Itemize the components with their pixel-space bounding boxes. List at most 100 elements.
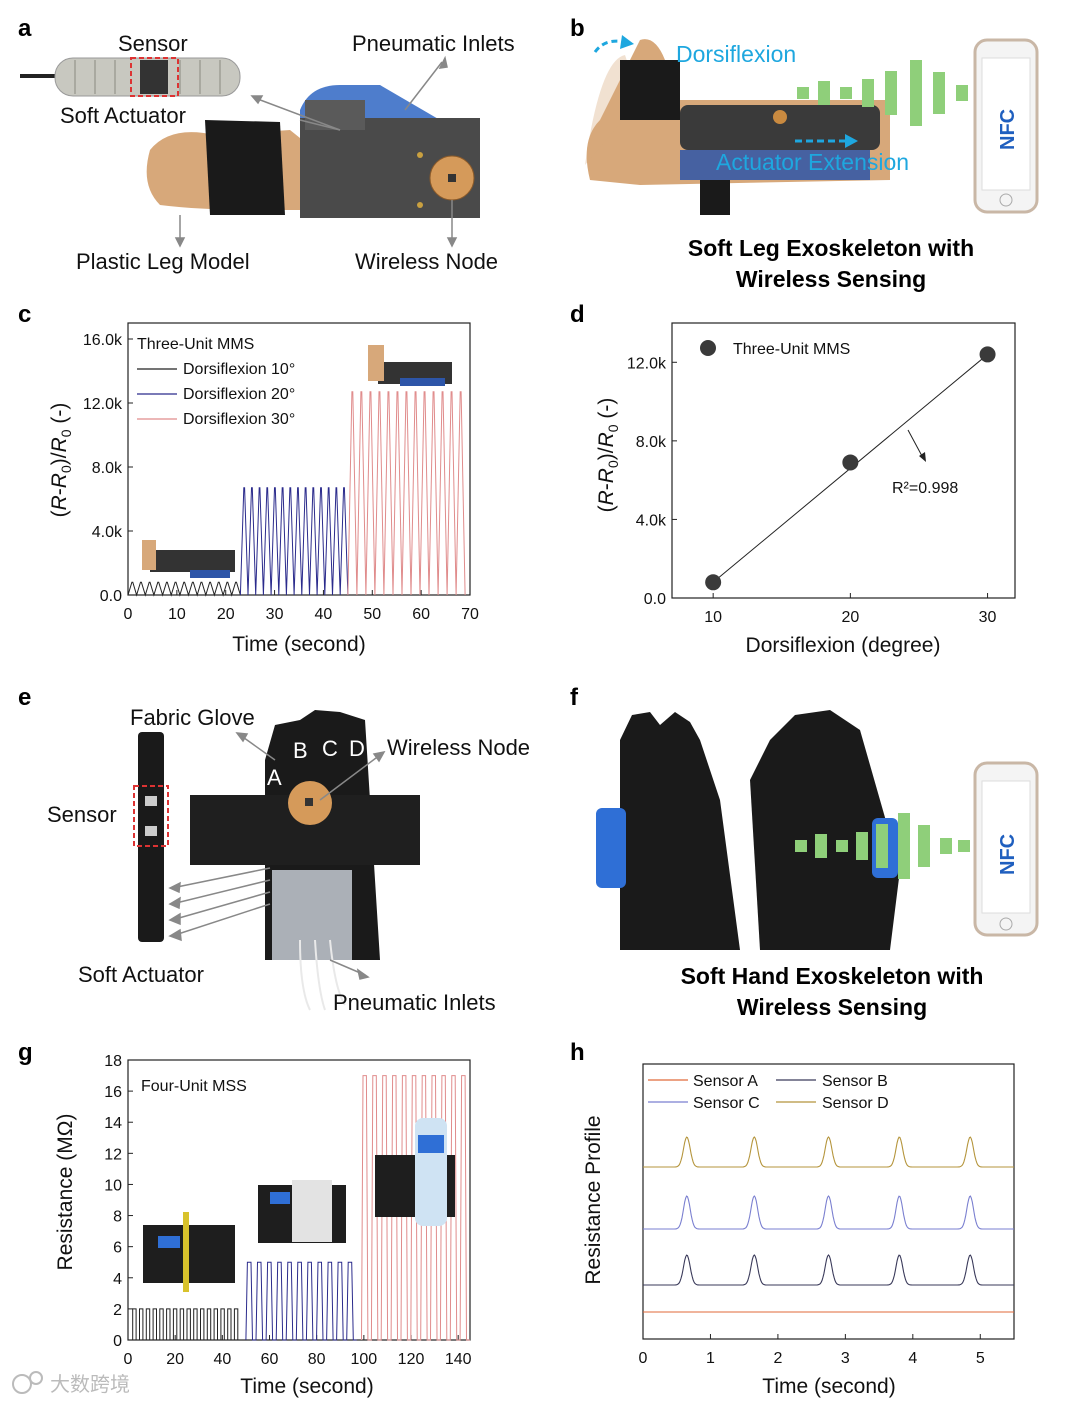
y-tick-label: 8	[113, 1209, 122, 1226]
chart-h-series-sensor-d	[643, 1136, 1014, 1168]
leg-actuator-housing	[680, 105, 880, 150]
panel-e-photo: A B C D	[133, 710, 420, 1011]
chart-c-legend-3: Dorsiflexion 30°	[183, 411, 295, 428]
x-tick-label: 60	[412, 606, 430, 623]
panel-f-title-line1: Soft Hand Exoskeleton with	[681, 963, 984, 989]
watermark: 大数跨境	[12, 1371, 130, 1396]
y-tick-label: 18	[104, 1053, 122, 1070]
chart-h-legend-d: Sensor D	[822, 1095, 889, 1112]
pneumatic-tubes	[299, 939, 346, 1011]
panel-b-photo: NFC	[585, 35, 1039, 215]
x-tick-label: 20	[841, 609, 859, 626]
wireless-node-chip-b	[773, 110, 787, 124]
panel-label-c: c	[18, 301, 31, 328]
inset-leg-icon-low	[142, 540, 235, 578]
nfc-label-b: NFC	[997, 109, 1019, 150]
nfc-signal-bars-b	[797, 60, 968, 126]
nfc-signal-bars-f	[795, 813, 970, 879]
chart-h-legend-b: Sensor B	[822, 1073, 888, 1090]
x-tick-label: 10	[168, 606, 186, 623]
chart-h-series-sensor-b	[643, 1254, 1014, 1286]
glove-left-actuator	[596, 808, 626, 888]
chart-d-ylabel: (R-R0)/R0 (-)	[595, 398, 621, 513]
foot-strap	[620, 60, 680, 120]
chart-d-legend-marker	[700, 340, 716, 356]
inset-glove-screwdriver	[143, 1212, 235, 1292]
x-tick-label: 20	[166, 1351, 184, 1368]
chart-c: 0 10 20 30 40 50 60 70 0.0 4.0k 8.0k 12.0k 16.0k (R-…	[48, 322, 479, 656]
x-tick-label: 0	[124, 606, 133, 623]
finger-label-c: C	[322, 736, 338, 761]
chart-d: 10 20 30 0.0 4.0k 8.0k 12.0k (R-R0)/R0 (-) Dor…	[595, 322, 1016, 657]
y-tick-label: 0	[113, 1333, 122, 1350]
chart-d-annotation: R²=0.998	[892, 480, 958, 497]
x-tick-label: 20	[217, 606, 235, 623]
label-wireless-node-e: Wireless Node	[387, 735, 530, 760]
x-tick-label: 5	[976, 1350, 985, 1367]
y-tick-label: 0.0	[644, 591, 666, 608]
y-tick-label: 16	[104, 1084, 122, 1101]
chart-g-legend-title: Four-Unit MSS	[141, 1078, 247, 1095]
label-soft-actuator-e: Soft Actuator	[78, 962, 204, 987]
panel-a-photo	[20, 55, 480, 248]
chart-h-legend-a: Sensor A	[693, 1073, 758, 1090]
chart-c-legend-1: Dorsiflexion 10°	[183, 361, 295, 378]
chart-c-frame	[127, 322, 471, 596]
y-tick-label: 8.0k	[92, 460, 123, 477]
panel-f-photo: NFC	[596, 710, 1039, 950]
chart-c-series-1	[127, 581, 241, 597]
label-soft-actuator-a: Soft Actuator	[60, 103, 186, 128]
x-tick-label: 60	[261, 1351, 279, 1368]
chart-g-frame	[127, 1059, 471, 1341]
chart-h-xlabel: Time (second)	[762, 1375, 895, 1398]
panel-label-g: g	[18, 1039, 33, 1066]
watermark-logo-icon	[12, 1374, 32, 1394]
y-tick-label: 0.0	[100, 588, 122, 605]
x-tick-label: 80	[308, 1351, 326, 1368]
label-sensor-a: Sensor	[118, 31, 188, 56]
y-tick-label: 4	[113, 1271, 122, 1288]
label-pneumatic-inlets-a: Pneumatic Inlets	[352, 31, 515, 56]
chart-g-series-1	[132, 1308, 242, 1341]
chart-h-ylabel: Resistance Profile	[582, 1115, 605, 1284]
x-tick-label: 30	[266, 606, 284, 623]
panel-f-title-line2: Wireless Sensing	[737, 994, 927, 1020]
sensor-highlight-box-e	[133, 785, 169, 847]
x-tick-label: 10	[704, 609, 722, 626]
finger-label-a: A	[267, 765, 282, 790]
y-tick-label: 12.0k	[627, 355, 667, 372]
chart-c-series-2	[239, 487, 349, 596]
y-tick-label: 6	[113, 1240, 122, 1257]
x-tick-label: 50	[363, 606, 381, 623]
label-dorsiflexion: Dorsiflexion	[676, 41, 796, 67]
x-tick-label: 4	[908, 1350, 917, 1367]
x-tick-label: 30	[979, 609, 997, 626]
x-tick-label: 120	[398, 1351, 425, 1368]
chart-g-xlabel: Time (second)	[240, 1375, 373, 1398]
chart-c-legend-title: Three-Unit MMS	[137, 336, 254, 353]
y-tick-label: 12.0k	[83, 396, 123, 413]
chart-d-point-2	[842, 454, 859, 471]
x-tick-label: 40	[213, 1351, 231, 1368]
sensor-highlight-box	[130, 57, 179, 97]
chart-g-ylabel: Resistance (MΩ)	[54, 1114, 77, 1271]
chart-c-legend-2: Dorsiflexion 20°	[183, 386, 295, 403]
chart-d-legend: Three-Unit MMS	[733, 341, 850, 358]
x-tick-label: 2	[773, 1350, 782, 1367]
chart-c-ylabel: (R-R0)/R0 (-)	[48, 403, 74, 518]
y-tick-label: 16.0k	[83, 332, 123, 349]
y-tick-label: 10	[104, 1177, 122, 1194]
label-fabric-glove: Fabric Glove	[130, 705, 255, 730]
pneumatic-inlet-block	[272, 870, 352, 960]
y-tick-label: 12	[104, 1146, 122, 1163]
chart-g-series-2	[245, 1261, 357, 1341]
panel-b-title-line1: Soft Leg Exoskeleton with	[688, 235, 974, 261]
glove-left	[620, 712, 740, 950]
leg-strap	[205, 120, 285, 215]
y-tick-label: 2	[113, 1302, 122, 1319]
panel-b-title-line2: Wireless Sensing	[736, 266, 926, 292]
panel-label-e: e	[18, 684, 31, 711]
x-tick-label: 100	[351, 1351, 378, 1368]
